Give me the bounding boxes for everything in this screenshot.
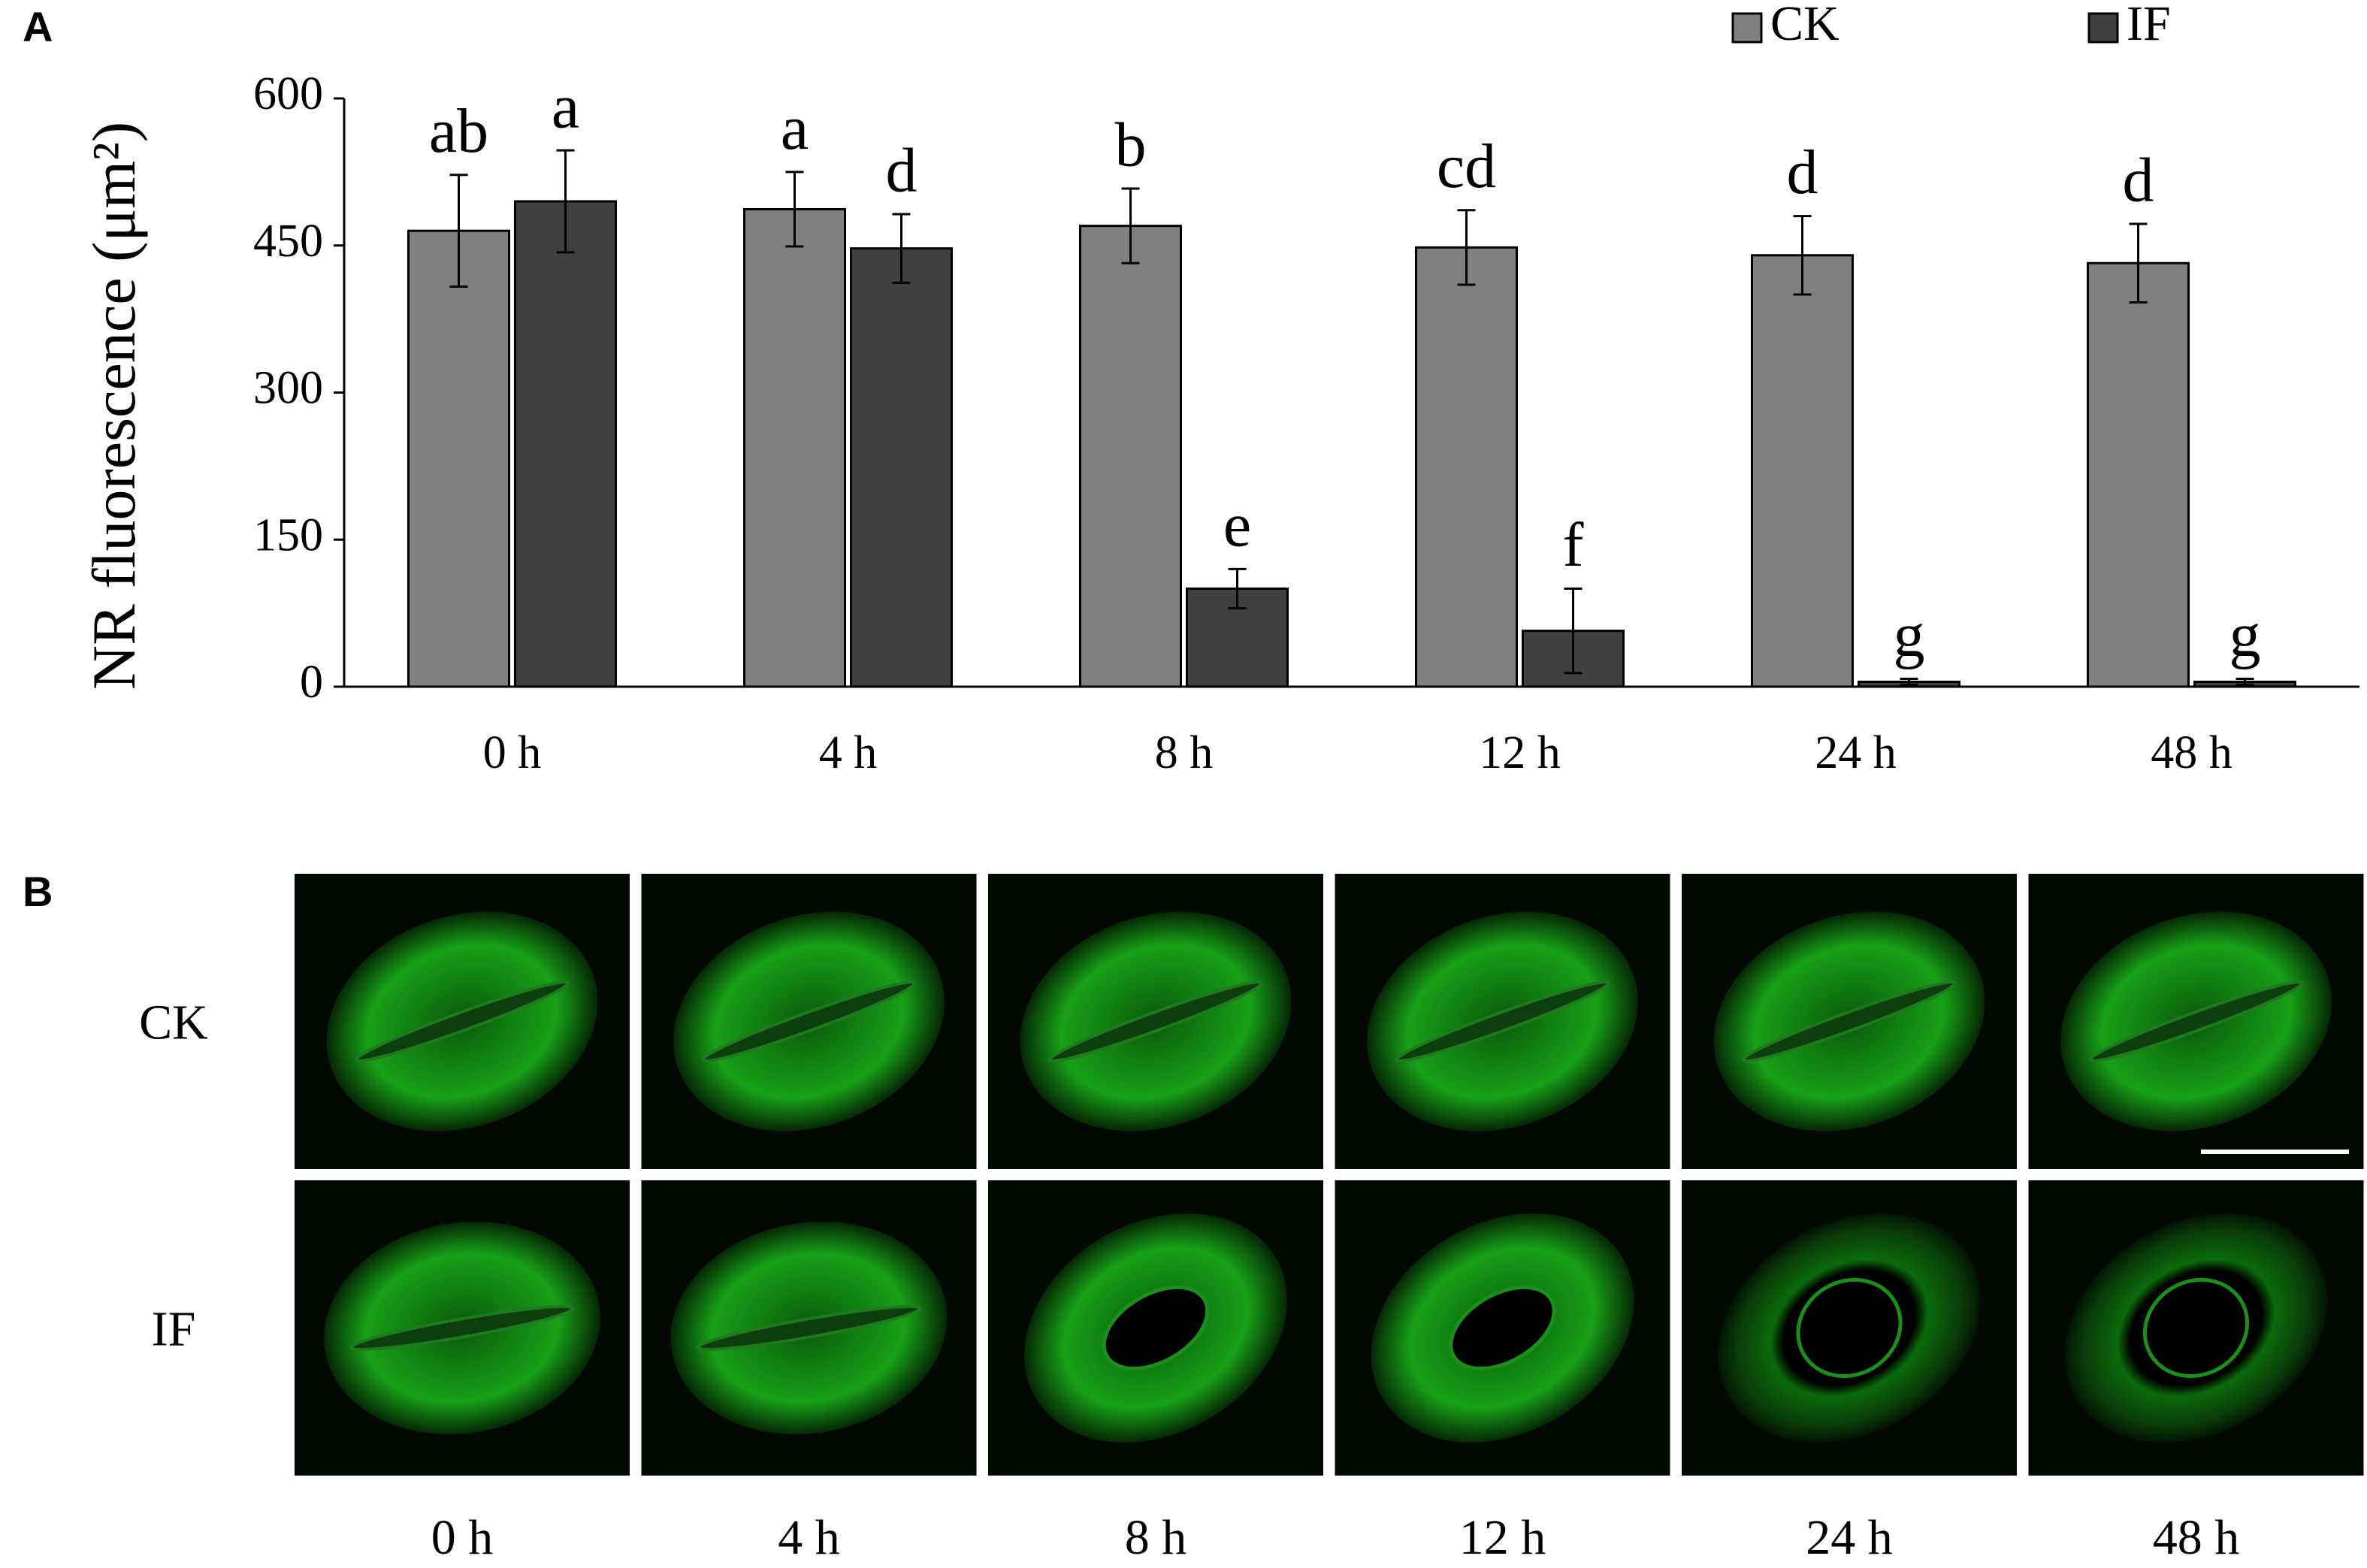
micrograph	[1682, 1180, 2017, 1476]
significance-letter: cd	[1437, 131, 1496, 201]
significance-letter: a	[781, 93, 809, 163]
legend-label: CK	[1770, 0, 1839, 51]
slit	[354, 980, 570, 1063]
error-bar	[556, 149, 575, 254]
significance-letter: a	[552, 71, 579, 141]
y-tick-label: 150	[253, 509, 323, 560]
slit	[2088, 980, 2304, 1063]
slit	[1395, 980, 1610, 1063]
significance-letter: d	[886, 135, 917, 205]
slit	[696, 1304, 922, 1352]
bar	[743, 207, 846, 688]
error-bar	[1121, 187, 1140, 264]
error-bar	[1793, 215, 1812, 296]
significance-letter: d	[1787, 137, 1818, 207]
error-bar	[1900, 678, 1918, 686]
legend-label: IF	[2127, 0, 2171, 51]
panel-label: A	[23, 3, 53, 50]
x-tick-label: 0 h	[483, 727, 542, 778]
significance-letter: g	[2229, 600, 2261, 670]
micrograph	[295, 1180, 630, 1476]
error-bar	[1228, 567, 1247, 610]
x-tick-label: 12 h	[1479, 727, 1561, 778]
pore	[1102, 1285, 1210, 1371]
y-tick-label: 600	[253, 68, 323, 119]
micrograph	[1682, 874, 2017, 1169]
bar	[407, 229, 510, 688]
bar	[850, 247, 953, 688]
micrograph	[988, 874, 1323, 1169]
x-tick-label: 24 h	[1815, 727, 1897, 778]
bar	[1079, 225, 1182, 688]
micrograph	[988, 1180, 1323, 1476]
micrograph	[2028, 1180, 2364, 1476]
bar	[1751, 254, 1854, 688]
column-label: 24 h	[1806, 1510, 1893, 1565]
x-tick-label: 8 h	[1155, 727, 1214, 778]
y-tick-label: 300	[253, 363, 323, 414]
column-label: 0 h	[431, 1510, 494, 1565]
y-tick-label: 0	[300, 657, 323, 708]
slit	[701, 980, 917, 1063]
micrograph	[641, 874, 977, 1169]
bar	[1415, 246, 1518, 688]
row-label: IF	[152, 1302, 196, 1357]
significance-letter: e	[1223, 491, 1251, 560]
bar	[2087, 261, 2190, 688]
slit	[1047, 980, 1264, 1063]
legend-swatch	[1731, 12, 1763, 44]
micrograph	[295, 874, 630, 1169]
bar	[514, 200, 617, 688]
significance-letter: g	[1894, 600, 1925, 670]
pore	[1796, 1277, 1903, 1379]
micrograph	[2028, 874, 2364, 1169]
error-bar	[2129, 222, 2148, 304]
column-label: 48 h	[2153, 1510, 2240, 1565]
x-tick-label: 4 h	[819, 727, 878, 778]
column-label: 8 h	[1125, 1510, 1187, 1565]
slit	[349, 1304, 575, 1352]
column-label: 12 h	[1459, 1510, 1546, 1565]
legend-swatch	[2087, 12, 2119, 44]
micrograph	[641, 1180, 977, 1476]
error-bar	[1564, 588, 1583, 675]
row-label: CK	[139, 995, 208, 1050]
micrograph	[1335, 874, 1670, 1169]
significance-letter: ab	[429, 96, 488, 166]
error-bar	[892, 213, 911, 284]
pore	[1449, 1285, 1556, 1371]
pore	[2142, 1277, 2250, 1379]
significance-letter: f	[1563, 510, 1584, 580]
significance-letter: d	[2123, 145, 2154, 215]
y-axis-title: NR fluorescence (μm²)	[80, 122, 148, 690]
error-bar	[449, 174, 468, 289]
panel-label: B	[23, 868, 53, 915]
micrograph	[1335, 1180, 1670, 1476]
slit	[1741, 980, 1957, 1063]
error-bar	[785, 171, 804, 248]
error-bar	[1457, 209, 1476, 286]
y-tick-label: 450	[253, 216, 323, 267]
x-tick-label: 48 h	[2151, 727, 2232, 778]
error-bar	[2236, 678, 2254, 686]
column-label: 4 h	[778, 1510, 840, 1565]
significance-letter: b	[1115, 110, 1147, 180]
